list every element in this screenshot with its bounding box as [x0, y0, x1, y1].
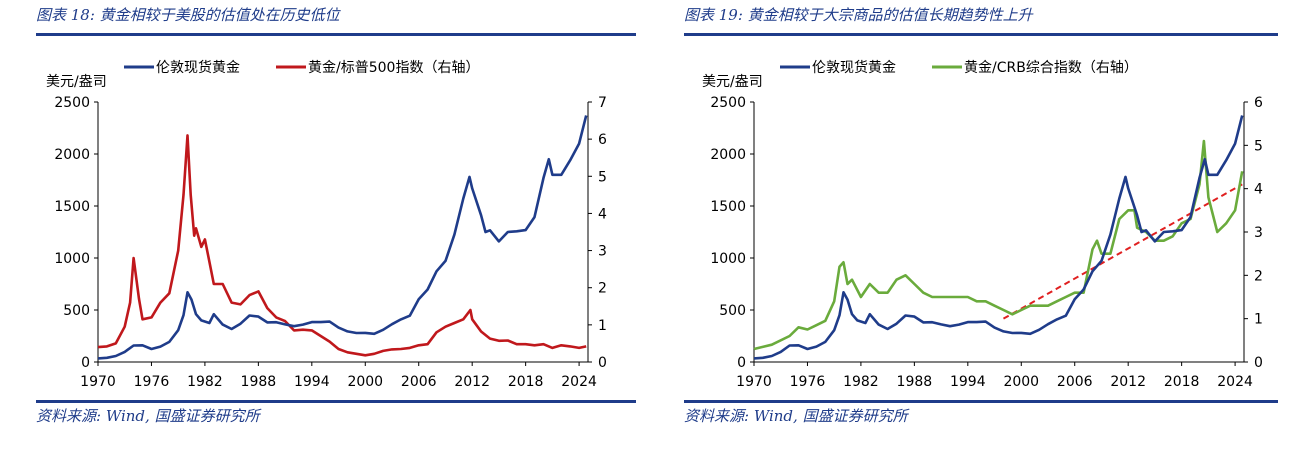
right-tick-label: 4: [1254, 182, 1263, 198]
x-tick-label: 1970: [80, 374, 116, 390]
right-tick-label: 0: [1254, 355, 1263, 371]
legend-label: 伦敦现货黄金: [156, 59, 240, 76]
x-tick-label: 2018: [508, 374, 544, 390]
x-tick-label: 1982: [187, 374, 223, 390]
left-tick-label: 500: [719, 303, 746, 319]
legend-label: 黄金/CRB综合指数（右轴）: [964, 59, 1138, 76]
left-tick-label: 1500: [710, 199, 746, 215]
right-tick-label: 6: [1254, 95, 1263, 111]
y-unit-label: 美元/盎司: [702, 74, 763, 90]
x-tick-label: 2012: [1110, 374, 1146, 390]
right-tick-label: 2: [1254, 268, 1263, 284]
series-line: [97, 134, 587, 357]
series-line: [753, 139, 1244, 351]
right-tick-label: 2: [598, 281, 607, 297]
right-tick-label: 6: [598, 132, 607, 148]
left-tick-label: 2500: [710, 95, 746, 111]
source-note: 资料来源: Wind, 国盛证券研究所: [684, 407, 908, 425]
gold-vs-sp500-chart: 0 500 1000 1500 2000 2500 0 1 2 3 4 5 6 7 1970 1976 1982…: [46, 59, 607, 390]
x-tick-label: 2024: [561, 374, 597, 390]
title-rule: [36, 33, 636, 36]
right-tick-label: 1: [598, 318, 607, 334]
source-note: 资料来源: Wind, 国盛证券研究所: [36, 407, 260, 425]
x-tick-label: 1976: [134, 374, 170, 390]
right-tick-label: 7: [598, 95, 607, 111]
series-line: [97, 115, 588, 360]
left-tick-label: 1000: [710, 251, 746, 267]
right-tick-label: 5: [598, 169, 607, 185]
x-tick-label: 1982: [843, 374, 879, 390]
right-tick-label: 4: [598, 206, 607, 222]
figure-title: 图表 18: 黄金相较于美股的估值处在历史低位: [36, 6, 340, 24]
x-tick-label: 2006: [401, 374, 437, 390]
series-line: [753, 115, 1244, 360]
right-tick-label: 1: [1254, 312, 1263, 328]
legend-label: 黄金/标普500指数（右轴）: [308, 59, 479, 76]
gold-vs-crb-chart: 0 500 1000 1500 2000 2500 0 1 2 3 4 5 6 1970 1976 1982 1…: [702, 59, 1263, 390]
y-unit-label: 美元/盎司: [46, 74, 107, 90]
title-rule: [684, 33, 1278, 36]
right-tick-label: 5: [1254, 138, 1263, 154]
trend-line: [1002, 183, 1243, 320]
left-tick-label: 2000: [54, 147, 90, 163]
x-tick-label: 1994: [950, 374, 986, 390]
x-tick-label: 1976: [790, 374, 826, 390]
source-rule: [36, 400, 636, 403]
x-tick-label: 2012: [454, 374, 490, 390]
x-tick-label: 1994: [294, 374, 330, 390]
left-tick-label: 500: [63, 303, 90, 319]
x-tick-label: 1970: [736, 374, 772, 390]
x-tick-label: 2018: [1164, 374, 1200, 390]
left-tick-label: 2500: [54, 95, 90, 111]
left-tick-label: 1500: [54, 199, 90, 215]
figure-title: 图表 19: 黄金相较于大宗商品的估值长期趋势性上升: [684, 6, 1033, 24]
source-rule: [684, 400, 1278, 403]
x-tick-label: 1988: [241, 374, 277, 390]
x-tick-label: 2006: [1057, 374, 1093, 390]
x-tick-label: 2000: [1003, 374, 1039, 390]
right-tick-label: 3: [598, 244, 607, 260]
left-tick-label: 2000: [710, 147, 746, 163]
left-tick-label: 0: [737, 355, 746, 371]
left-tick-label: 1000: [54, 251, 90, 267]
x-tick-label: 2000: [347, 374, 383, 390]
legend-label: 伦敦现货黄金: [812, 59, 896, 76]
right-tick-label: 0: [598, 355, 607, 371]
x-tick-label: 1988: [897, 374, 933, 390]
x-tick-label: 2024: [1217, 374, 1253, 390]
right-tick-label: 3: [1254, 225, 1263, 241]
left-tick-label: 0: [81, 355, 90, 371]
